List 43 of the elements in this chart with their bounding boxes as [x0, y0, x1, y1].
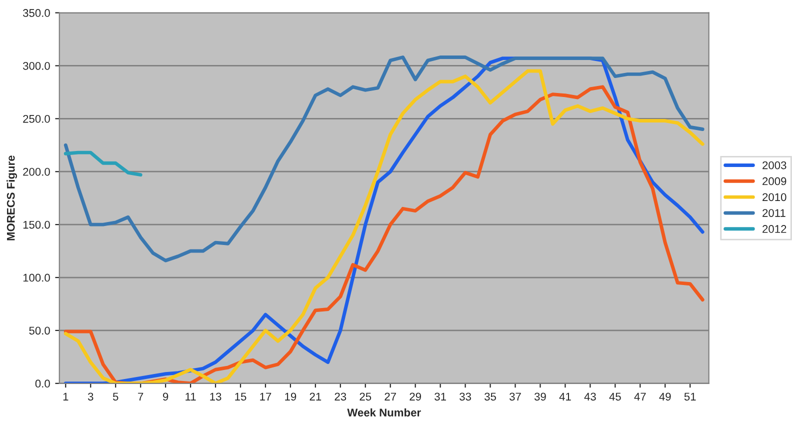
x-tick-label: 51	[684, 392, 696, 401]
legend-label: 2012	[762, 225, 786, 233]
x-tick-label: 25	[360, 392, 372, 401]
x-tick-label: 29	[410, 392, 421, 401]
y-tick-label: 350.0	[22, 9, 50, 17]
legend-label: 2003	[762, 161, 786, 170]
y-tick-label: 150.0	[23, 220, 50, 229]
x-tick-label: 35	[484, 392, 496, 401]
x-tick-label: 11	[186, 392, 196, 400]
y-tick-label: 0.0	[35, 380, 50, 388]
y-tick-label: 50.0	[29, 326, 50, 335]
x-tick-label: 17	[260, 392, 272, 400]
x-tick-label: 15	[235, 392, 246, 401]
x-tick-label: 9	[162, 392, 168, 401]
x-tick-label: 7	[138, 392, 144, 400]
line-series	[64, 56, 704, 262]
y-tick-label: 200.0	[23, 168, 50, 176]
y-tick-label: 300.0	[22, 62, 50, 70]
line-series	[64, 150, 142, 177]
legend-label: 2011	[762, 209, 786, 217]
x-tick-label: 23	[334, 392, 346, 401]
x-tick-label: 5	[112, 392, 118, 401]
x-tick-label: 19	[285, 392, 296, 401]
x-tick-label: 37	[510, 392, 521, 401]
x-tick-label: 47	[634, 392, 646, 400]
x-tick-label: 21	[310, 392, 322, 400]
x-tick-label: 3	[88, 392, 94, 401]
x-tick-label: 1	[63, 392, 68, 400]
x-tick-label: 13	[210, 392, 222, 401]
legend-label: 2009	[762, 177, 786, 186]
y-tick-label: 100.0	[23, 274, 50, 282]
y-axis-title: MORECS Figure	[6, 156, 18, 240]
legend-label: 2010	[762, 193, 786, 202]
x-tick-label: 43	[584, 392, 596, 401]
x-tick-label: 45	[609, 392, 621, 401]
x-tick-label: 49	[659, 392, 671, 401]
x-tick-label: 31	[434, 392, 446, 401]
x-tick-label: 39	[534, 392, 546, 401]
x-tick-label: 27	[384, 392, 396, 400]
y-tick-label: 250.0	[23, 114, 50, 123]
x-axis-title: Week Number	[347, 408, 421, 416]
x-tick-label: 33	[460, 392, 471, 401]
x-tick-label: 41	[559, 392, 571, 400]
